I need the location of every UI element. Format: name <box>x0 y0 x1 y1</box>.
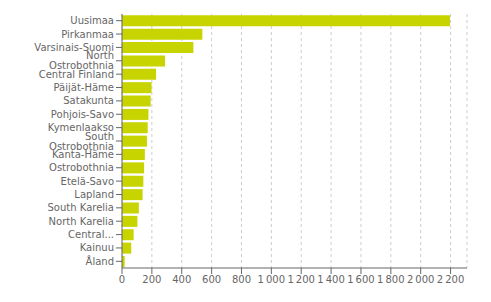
svg-text:Päijät-Häme: Päijät-Häme <box>54 82 114 93</box>
svg-text:Etelä-Savo: Etelä-Savo <box>61 176 114 187</box>
svg-text:800: 800 <box>232 274 251 285</box>
svg-text:200: 200 <box>142 274 161 285</box>
svg-text:1 800: 1 800 <box>377 274 404 285</box>
svg-text:2 000: 2 000 <box>407 274 434 285</box>
svg-text:Pohjois-Savo: Pohjois-Savo <box>51 109 114 120</box>
svg-text:600: 600 <box>202 274 221 285</box>
svg-text:Kymenlaakso: Kymenlaakso <box>48 122 114 133</box>
svg-text:NorthOstrobothnia: NorthOstrobothnia <box>49 50 114 71</box>
svg-text:South Karelia: South Karelia <box>48 202 114 213</box>
svg-text:Central Finland: Central Finland <box>38 68 114 80</box>
svg-text:Uusimaa: Uusimaa <box>70 15 114 26</box>
svg-text:0: 0 <box>119 274 125 285</box>
svg-text:North Karelia: North Karelia <box>49 216 114 227</box>
svg-text:SouthOstrobothnia: SouthOstrobothnia <box>49 131 114 152</box>
svg-text:1 200: 1 200 <box>287 274 314 285</box>
svg-text:Central...: Central... <box>68 229 114 240</box>
svg-text:Kanta-Häme: Kanta-Häme <box>52 148 114 160</box>
svg-text:Kainuu: Kainuu <box>80 242 114 253</box>
svg-text:2 200: 2 200 <box>437 274 464 285</box>
svg-text:Pirkanmaa: Pirkanmaa <box>61 29 114 40</box>
svg-text:1 000: 1 000 <box>258 274 285 285</box>
svg-text:Lapland: Lapland <box>74 189 114 200</box>
svg-text:1 600: 1 600 <box>347 274 374 285</box>
svg-text:Satakunta: Satakunta <box>63 95 114 106</box>
svg-text:1 400: 1 400 <box>317 274 344 285</box>
svg-text:Ostrobothnia: Ostrobothnia <box>49 162 114 173</box>
svg-text:400: 400 <box>172 274 191 285</box>
svg-text:Åland: Åland <box>86 255 114 267</box>
svg-text:Varsinais-Suomi: Varsinais-Suomi <box>34 42 114 53</box>
